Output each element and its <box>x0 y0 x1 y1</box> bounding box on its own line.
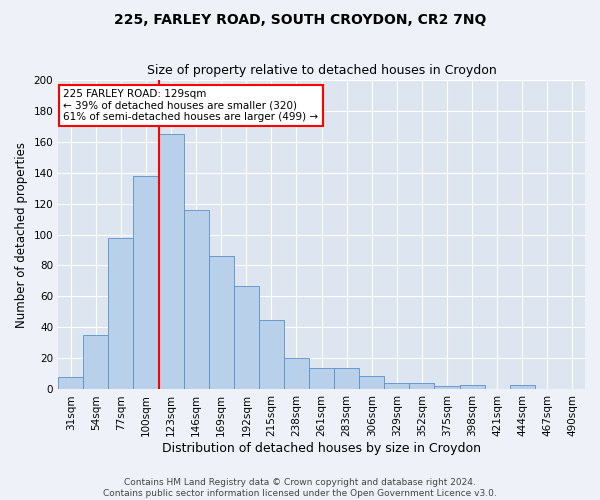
Text: 225 FARLEY ROAD: 129sqm
← 39% of detached houses are smaller (320)
61% of semi-d: 225 FARLEY ROAD: 129sqm ← 39% of detache… <box>64 89 319 122</box>
Bar <box>385 384 409 390</box>
Bar <box>259 320 284 390</box>
Bar <box>284 358 309 390</box>
Bar <box>309 368 334 390</box>
Bar <box>133 176 158 390</box>
Text: 225, FARLEY ROAD, SOUTH CROYDON, CR2 7NQ: 225, FARLEY ROAD, SOUTH CROYDON, CR2 7NQ <box>114 12 486 26</box>
Bar <box>158 134 184 390</box>
Bar <box>510 385 535 390</box>
Title: Size of property relative to detached houses in Croydon: Size of property relative to detached ho… <box>147 64 496 77</box>
Bar <box>460 385 485 390</box>
Bar <box>109 238 133 390</box>
Bar <box>184 210 209 390</box>
Bar <box>409 384 434 390</box>
Bar <box>58 377 83 390</box>
Bar <box>359 376 385 390</box>
Bar <box>83 335 109 390</box>
X-axis label: Distribution of detached houses by size in Croydon: Distribution of detached houses by size … <box>162 442 481 455</box>
Bar <box>209 256 234 390</box>
Text: Contains HM Land Registry data © Crown copyright and database right 2024.
Contai: Contains HM Land Registry data © Crown c… <box>103 478 497 498</box>
Bar <box>434 386 460 390</box>
Bar <box>234 286 259 390</box>
Y-axis label: Number of detached properties: Number of detached properties <box>15 142 28 328</box>
Bar <box>334 368 359 390</box>
